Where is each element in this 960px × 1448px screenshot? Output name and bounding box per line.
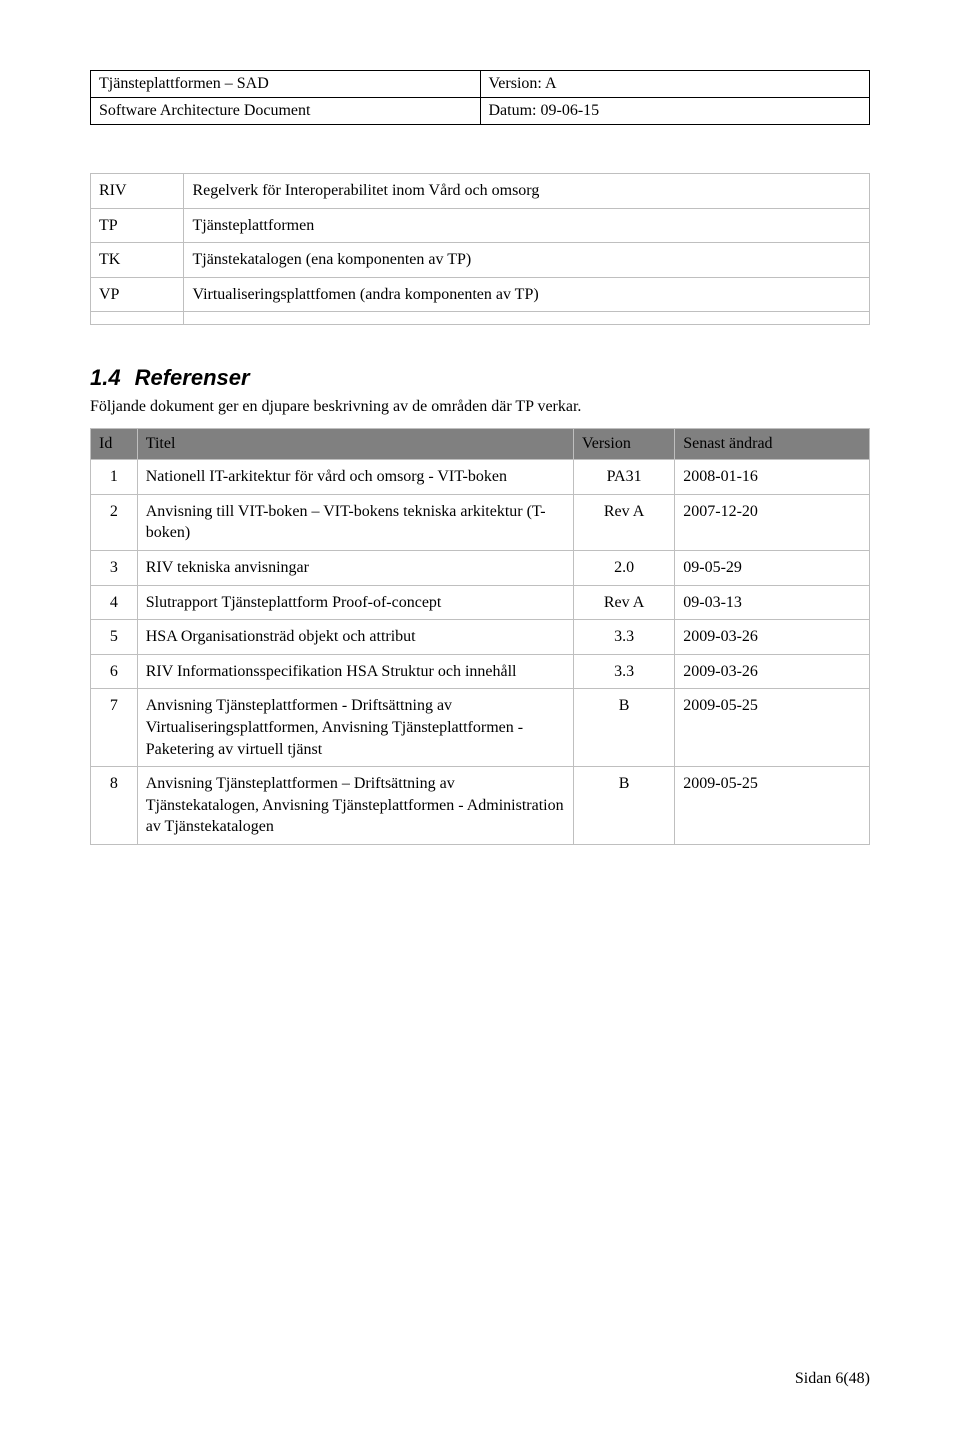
ref-cell-id: 1 xyxy=(91,460,138,495)
ref-row: 7Anvisning Tjänsteplattformen - Driftsät… xyxy=(91,689,870,767)
ref-cell-id: 3 xyxy=(91,550,138,585)
ref-row: 6RIV Informationsspecifikation HSA Struk… xyxy=(91,654,870,689)
abbrev-cell-abbr: TP xyxy=(91,208,184,243)
ref-cell-date: 09-03-13 xyxy=(675,585,870,620)
ref-cell-id: 5 xyxy=(91,620,138,655)
ref-cell-title: Anvisning Tjänsteplattformen - Driftsätt… xyxy=(137,689,573,767)
ref-cell-title: Nationell IT-arkitektur för vård och oms… xyxy=(137,460,573,495)
abbrev-row: TKTjänstekatalogen (ena komponenten av T… xyxy=(91,243,870,278)
ref-cell-version: PA31 xyxy=(573,460,674,495)
ref-cell-id: 2 xyxy=(91,494,138,550)
ref-cell-date: 2009-03-26 xyxy=(675,620,870,655)
ref-body: 1Nationell IT-arkitektur för vård och om… xyxy=(91,460,870,845)
ref-cell-title: RIV tekniska anvisningar xyxy=(137,550,573,585)
ref-th-version: Version xyxy=(573,429,674,460)
abbrev-cell-desc xyxy=(184,312,870,325)
ref-row: 1Nationell IT-arkitektur för vård och om… xyxy=(91,460,870,495)
abbrev-cell-abbr xyxy=(91,312,184,325)
ref-cell-date: 2008-01-16 xyxy=(675,460,870,495)
ref-th-id: Id xyxy=(91,429,138,460)
abbrev-row: RIVRegelverk för Interoperabilitet inom … xyxy=(91,174,870,209)
ref-cell-version: 3.3 xyxy=(573,654,674,689)
ref-cell-title: Slutrapport Tjänsteplattform Proof-of-co… xyxy=(137,585,573,620)
ref-th-title: Titel xyxy=(137,429,573,460)
abbrev-cell-desc: Tjänstekatalogen (ena komponenten av TP) xyxy=(184,243,870,278)
section-intro: Följande dokument ger en djupare beskriv… xyxy=(90,397,870,418)
section-heading: 1.4 Referenser xyxy=(90,365,870,391)
header-left-bottom: Software Architecture Document xyxy=(91,98,481,125)
doc-header-table: Tjänsteplattformen – SAD Version: A Soft… xyxy=(90,70,870,125)
ref-row: 2Anvisning till VIT-boken – VIT-bokens t… xyxy=(91,494,870,550)
ref-cell-date: 2009-05-25 xyxy=(675,767,870,845)
ref-cell-version: B xyxy=(573,689,674,767)
header-right-top: Version: A xyxy=(480,71,870,98)
abbrev-row: VPVirtualiseringsplattfomen (andra kompo… xyxy=(91,277,870,312)
ref-row: 8Anvisning Tjänsteplattformen – Driftsät… xyxy=(91,767,870,845)
ref-cell-version: Rev A xyxy=(573,585,674,620)
abbrev-row xyxy=(91,312,870,325)
ref-cell-date: 09-05-29 xyxy=(675,550,870,585)
ref-cell-title: Anvisning Tjänsteplattformen – Driftsätt… xyxy=(137,767,573,845)
abbreviations-table: RIVRegelverk för Interoperabilitet inom … xyxy=(90,173,870,325)
ref-cell-id: 6 xyxy=(91,654,138,689)
abbrev-cell-desc: Regelverk för Interoperabilitet inom Vår… xyxy=(184,174,870,209)
ref-row: 4Slutrapport Tjänsteplattform Proof-of-c… xyxy=(91,585,870,620)
ref-cell-date: 2007-12-20 xyxy=(675,494,870,550)
header-right-bottom: Datum: 09-06-15 xyxy=(480,98,870,125)
ref-row: 5HSA Organisationsträd objekt och attrib… xyxy=(91,620,870,655)
ref-cell-version: 3.3 xyxy=(573,620,674,655)
ref-row: 3RIV tekniska anvisningar2.009-05-29 xyxy=(91,550,870,585)
ref-cell-title: HSA Organisationsträd objekt och attribu… xyxy=(137,620,573,655)
ref-cell-id: 8 xyxy=(91,767,138,845)
ref-cell-date: 2009-05-25 xyxy=(675,689,870,767)
ref-cell-id: 4 xyxy=(91,585,138,620)
references-table: Id Titel Version Senast ändrad 1Nationel… xyxy=(90,428,870,845)
ref-cell-version: B xyxy=(573,767,674,845)
section-title: Referenser xyxy=(135,365,250,390)
abbrev-cell-desc: Virtualiseringsplattfomen (andra kompone… xyxy=(184,277,870,312)
header-left-top: Tjänsteplattformen – SAD xyxy=(91,71,481,98)
ref-cell-version: 2.0 xyxy=(573,550,674,585)
abbrev-cell-abbr: TK xyxy=(91,243,184,278)
section-number: 1.4 xyxy=(90,365,121,391)
ref-cell-date: 2009-03-26 xyxy=(675,654,870,689)
page-footer: Sidan 6(48) xyxy=(795,1370,870,1388)
abbrev-cell-abbr: RIV xyxy=(91,174,184,209)
abbrev-row: TPTjänsteplattformen xyxy=(91,208,870,243)
abbrev-body: RIVRegelverk för Interoperabilitet inom … xyxy=(91,174,870,325)
abbrev-cell-desc: Tjänsteplattformen xyxy=(184,208,870,243)
abbrev-cell-abbr: VP xyxy=(91,277,184,312)
ref-cell-version: Rev A xyxy=(573,494,674,550)
ref-th-date: Senast ändrad xyxy=(675,429,870,460)
ref-cell-title: Anvisning till VIT-boken – VIT-bokens te… xyxy=(137,494,573,550)
ref-cell-id: 7 xyxy=(91,689,138,767)
ref-cell-title: RIV Informationsspecifikation HSA Strukt… xyxy=(137,654,573,689)
